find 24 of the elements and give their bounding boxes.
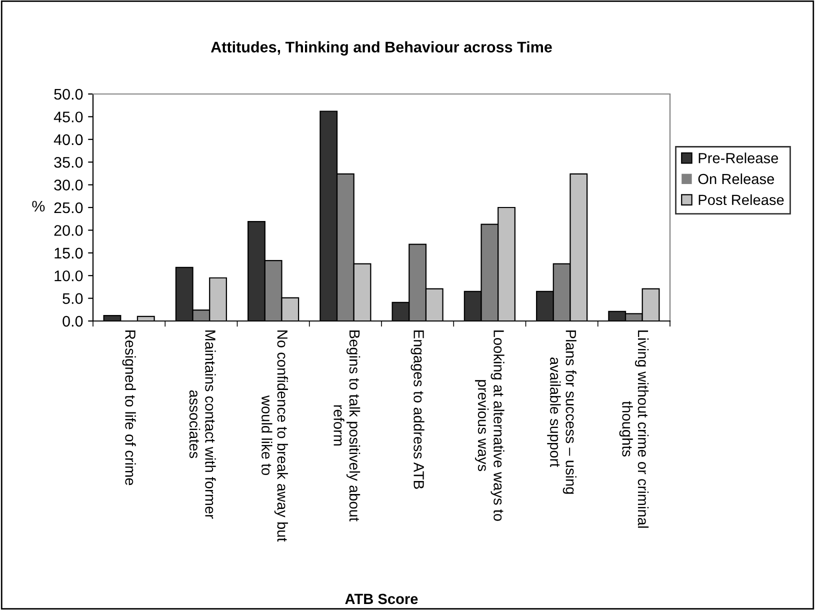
x-tick-label: Engages to address ATB — [410, 330, 424, 489]
legend-label: Pre-Release — [698, 152, 778, 164]
y-tick-label: 10.0 — [54, 270, 83, 282]
x-tick-label: Resigned to life of crime — [122, 330, 136, 486]
y-tick-label: 50.0 — [54, 88, 83, 100]
x-tick-label: Maintains contact with former associates — [189, 330, 216, 519]
y-axis-title: % — [32, 200, 45, 212]
x-tick-label: Living without crime or criminal thoughts — [619, 330, 649, 528]
y-tick-label: 0.0 — [62, 316, 83, 327]
x-axis-title: ATB Score — [345, 594, 418, 604]
y-tick-label: 30.0 — [54, 180, 83, 190]
x-tick-label: Looking at alternative ways to previous ways — [475, 330, 504, 521]
y-tick-label: 15.0 — [54, 248, 83, 259]
y-tick-label: 20.0 — [54, 225, 83, 236]
x-tick-label: No confidence to break away but would like to — [262, 330, 288, 542]
chart-title: Attitudes, Thinking and Behaviour across Time — [210, 41, 552, 56]
y-tick-label: 5.0 — [62, 293, 83, 304]
y-tick-label: 35.0 — [54, 156, 83, 168]
y-tick-label: 45.0 — [54, 112, 83, 122]
legend-label: On Release — [698, 173, 774, 184]
y-tick-label: 25.0 — [54, 202, 83, 214]
legend-label: Post Release — [698, 194, 784, 206]
y-tick-label: 40.0 — [54, 134, 83, 146]
x-tick-label: Begins to talk positively about reform — [334, 330, 360, 522]
